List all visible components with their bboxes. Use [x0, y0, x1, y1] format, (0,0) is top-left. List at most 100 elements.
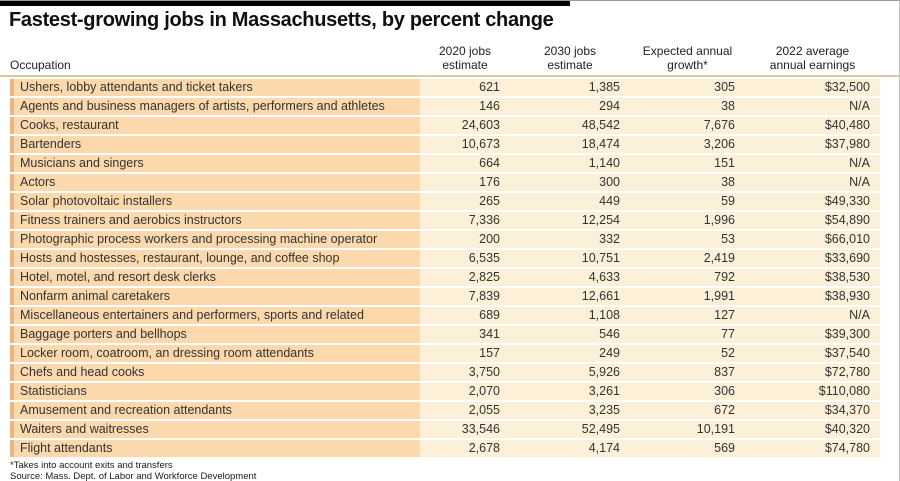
jobs-2020-cell: 664	[420, 154, 510, 172]
expected-growth-cell: 7,676	[630, 116, 745, 134]
jobs-2030-cell: 1,108	[510, 306, 630, 324]
jobs-2030-cell: 249	[510, 344, 630, 362]
table-row: Chefs and head cooks 3,750 5,926 837 $72…	[10, 363, 880, 381]
jobs-2030-cell: 48,542	[510, 116, 630, 134]
jobs-2020-cell: 33,546	[420, 420, 510, 438]
jobs-2020-cell: 265	[420, 192, 510, 210]
expected-growth-cell: 151	[630, 154, 745, 172]
expected-growth-cell: 127	[630, 306, 745, 324]
jobs-2030-cell: 4,174	[510, 439, 630, 457]
jobs-2020-cell: 6,535	[420, 249, 510, 267]
table-row: Miscellaneous entertainers and performer…	[10, 306, 880, 324]
occupation-cell: Hosts and hostesses, restaurant, lounge,…	[10, 249, 420, 267]
expected-growth-cell: 569	[630, 439, 745, 457]
earnings-cell: $110,080	[745, 382, 880, 400]
jobs-2030-cell: 5,926	[510, 363, 630, 381]
expected-growth-cell: 10,191	[630, 420, 745, 438]
jobs-2020-cell: 10,673	[420, 135, 510, 153]
earnings-cell: $37,540	[745, 344, 880, 362]
jobs-2020-cell: 200	[420, 230, 510, 248]
occupation-cell: Ushers, lobby attendants and ticket take…	[10, 79, 420, 96]
jobs-2020-cell: 176	[420, 173, 510, 191]
table-row: Flight attendants 2,678 4,174 569 $74,78…	[10, 439, 880, 457]
occupation-cell: Actors	[10, 173, 420, 191]
table-header-row: Occupation 2020 jobs estimate 2030 jobs …	[10, 35, 880, 75]
table-row: Solar photovoltaic installers 265 449 59…	[10, 192, 880, 210]
jobs-2030-cell: 1,140	[510, 154, 630, 172]
earnings-cell: $49,330	[745, 192, 880, 210]
earnings-cell: $33,690	[745, 249, 880, 267]
earnings-cell: N/A	[745, 173, 880, 191]
table-row: Hotel, motel, and resort desk clerks 2,8…	[10, 268, 880, 286]
column-header-occupation: Occupation	[10, 58, 71, 72]
occupation-cell: Miscellaneous entertainers and performer…	[10, 306, 420, 324]
occupation-cell: Fitness trainers and aerobics instructor…	[10, 211, 420, 229]
jobs-2030-cell: 1,385	[510, 79, 630, 96]
column-header-average-earnings: 2022 average annual earnings	[769, 43, 856, 72]
occupation-cell: Flight attendants	[10, 439, 420, 457]
earnings-cell: $54,890	[745, 211, 880, 229]
expected-growth-cell: 672	[630, 401, 745, 419]
occupation-cell: Locker room, coatroom, an dressing room …	[10, 344, 420, 362]
jobs-2020-cell: 2,070	[420, 382, 510, 400]
earnings-cell: $32,500	[745, 79, 880, 96]
occupation-cell: Statisticians	[10, 382, 420, 400]
table-row: Nonfarm animal caretakers 7,839 12,661 1…	[10, 287, 880, 305]
page-title: Fastest-growing jobs in Massachusetts, b…	[9, 9, 554, 31]
footnote-source: Source: Mass. Dept. of Labor and Workfor…	[10, 471, 257, 481]
column-header-expected-growth: Expected annual growth*	[642, 43, 733, 72]
earnings-cell: N/A	[745, 154, 880, 172]
jobs-2020-cell: 24,603	[420, 116, 510, 134]
expected-growth-cell: 837	[630, 363, 745, 381]
table-row: Actors 176 300 38 N/A	[10, 173, 880, 191]
occupation-cell: Nonfarm animal caretakers	[10, 287, 420, 305]
table-row: Photographic process workers and process…	[10, 230, 880, 248]
jobs-2020-cell: 3,750	[420, 363, 510, 381]
earnings-cell: $74,780	[745, 439, 880, 457]
earnings-cell: N/A	[745, 97, 880, 115]
jobs-2020-cell: 341	[420, 325, 510, 343]
occupation-cell: Solar photovoltaic installers	[10, 192, 420, 210]
jobs-2030-cell: 3,261	[510, 382, 630, 400]
jobs-2020-cell: 2,055	[420, 401, 510, 419]
table-body: Ushers, lobby attendants and ticket take…	[10, 79, 880, 459]
jobs-2020-cell: 621	[420, 79, 510, 96]
occupation-cell: Waiters and waitresses	[10, 420, 420, 438]
table-row: Waiters and waitresses 33,546 52,495 10,…	[10, 420, 880, 438]
expected-growth-cell: 305	[630, 79, 745, 96]
jobs-2030-cell: 332	[510, 230, 630, 248]
expected-growth-cell: 38	[630, 173, 745, 191]
table-row: Musicians and singers 664 1,140 151 N/A	[10, 154, 880, 172]
header-divider-line	[0, 75, 899, 77]
earnings-cell: $38,530	[745, 268, 880, 286]
expected-growth-cell: 1,991	[630, 287, 745, 305]
occupation-cell: Chefs and head cooks	[10, 363, 420, 381]
jobs-2020-cell: 2,825	[420, 268, 510, 286]
jobs-2030-cell: 4,633	[510, 268, 630, 286]
occupation-cell: Cooks, restaurant	[10, 116, 420, 134]
jobs-2020-cell: 146	[420, 97, 510, 115]
table-row: Ushers, lobby attendants and ticket take…	[10, 79, 880, 96]
jobs-2030-cell: 449	[510, 192, 630, 210]
table-row: Locker room, coatroom, an dressing room …	[10, 344, 880, 362]
jobs-2030-cell: 294	[510, 97, 630, 115]
earnings-cell: $66,010	[745, 230, 880, 248]
title-accent-bar	[0, 1, 570, 6]
jobs-2020-cell: 689	[420, 306, 510, 324]
occupation-cell: Photographic process workers and process…	[10, 230, 420, 248]
occupation-cell: Hotel, motel, and resort desk clerks	[10, 268, 420, 286]
jobs-2020-cell: 2,678	[420, 439, 510, 457]
expected-growth-cell: 53	[630, 230, 745, 248]
occupation-cell: Amusement and recreation attendants	[10, 401, 420, 419]
table-row: Fitness trainers and aerobics instructor…	[10, 211, 880, 229]
jobs-2030-cell: 3,235	[510, 401, 630, 419]
expected-growth-cell: 77	[630, 325, 745, 343]
expected-growth-cell: 1,996	[630, 211, 745, 229]
occupation-cell: Bartenders	[10, 135, 420, 153]
earnings-cell: $37,980	[745, 135, 880, 153]
jobs-2030-cell: 18,474	[510, 135, 630, 153]
jobs-2030-cell: 10,751	[510, 249, 630, 267]
jobs-2030-cell: 12,661	[510, 287, 630, 305]
earnings-cell: $72,780	[745, 363, 880, 381]
expected-growth-cell: 792	[630, 268, 745, 286]
